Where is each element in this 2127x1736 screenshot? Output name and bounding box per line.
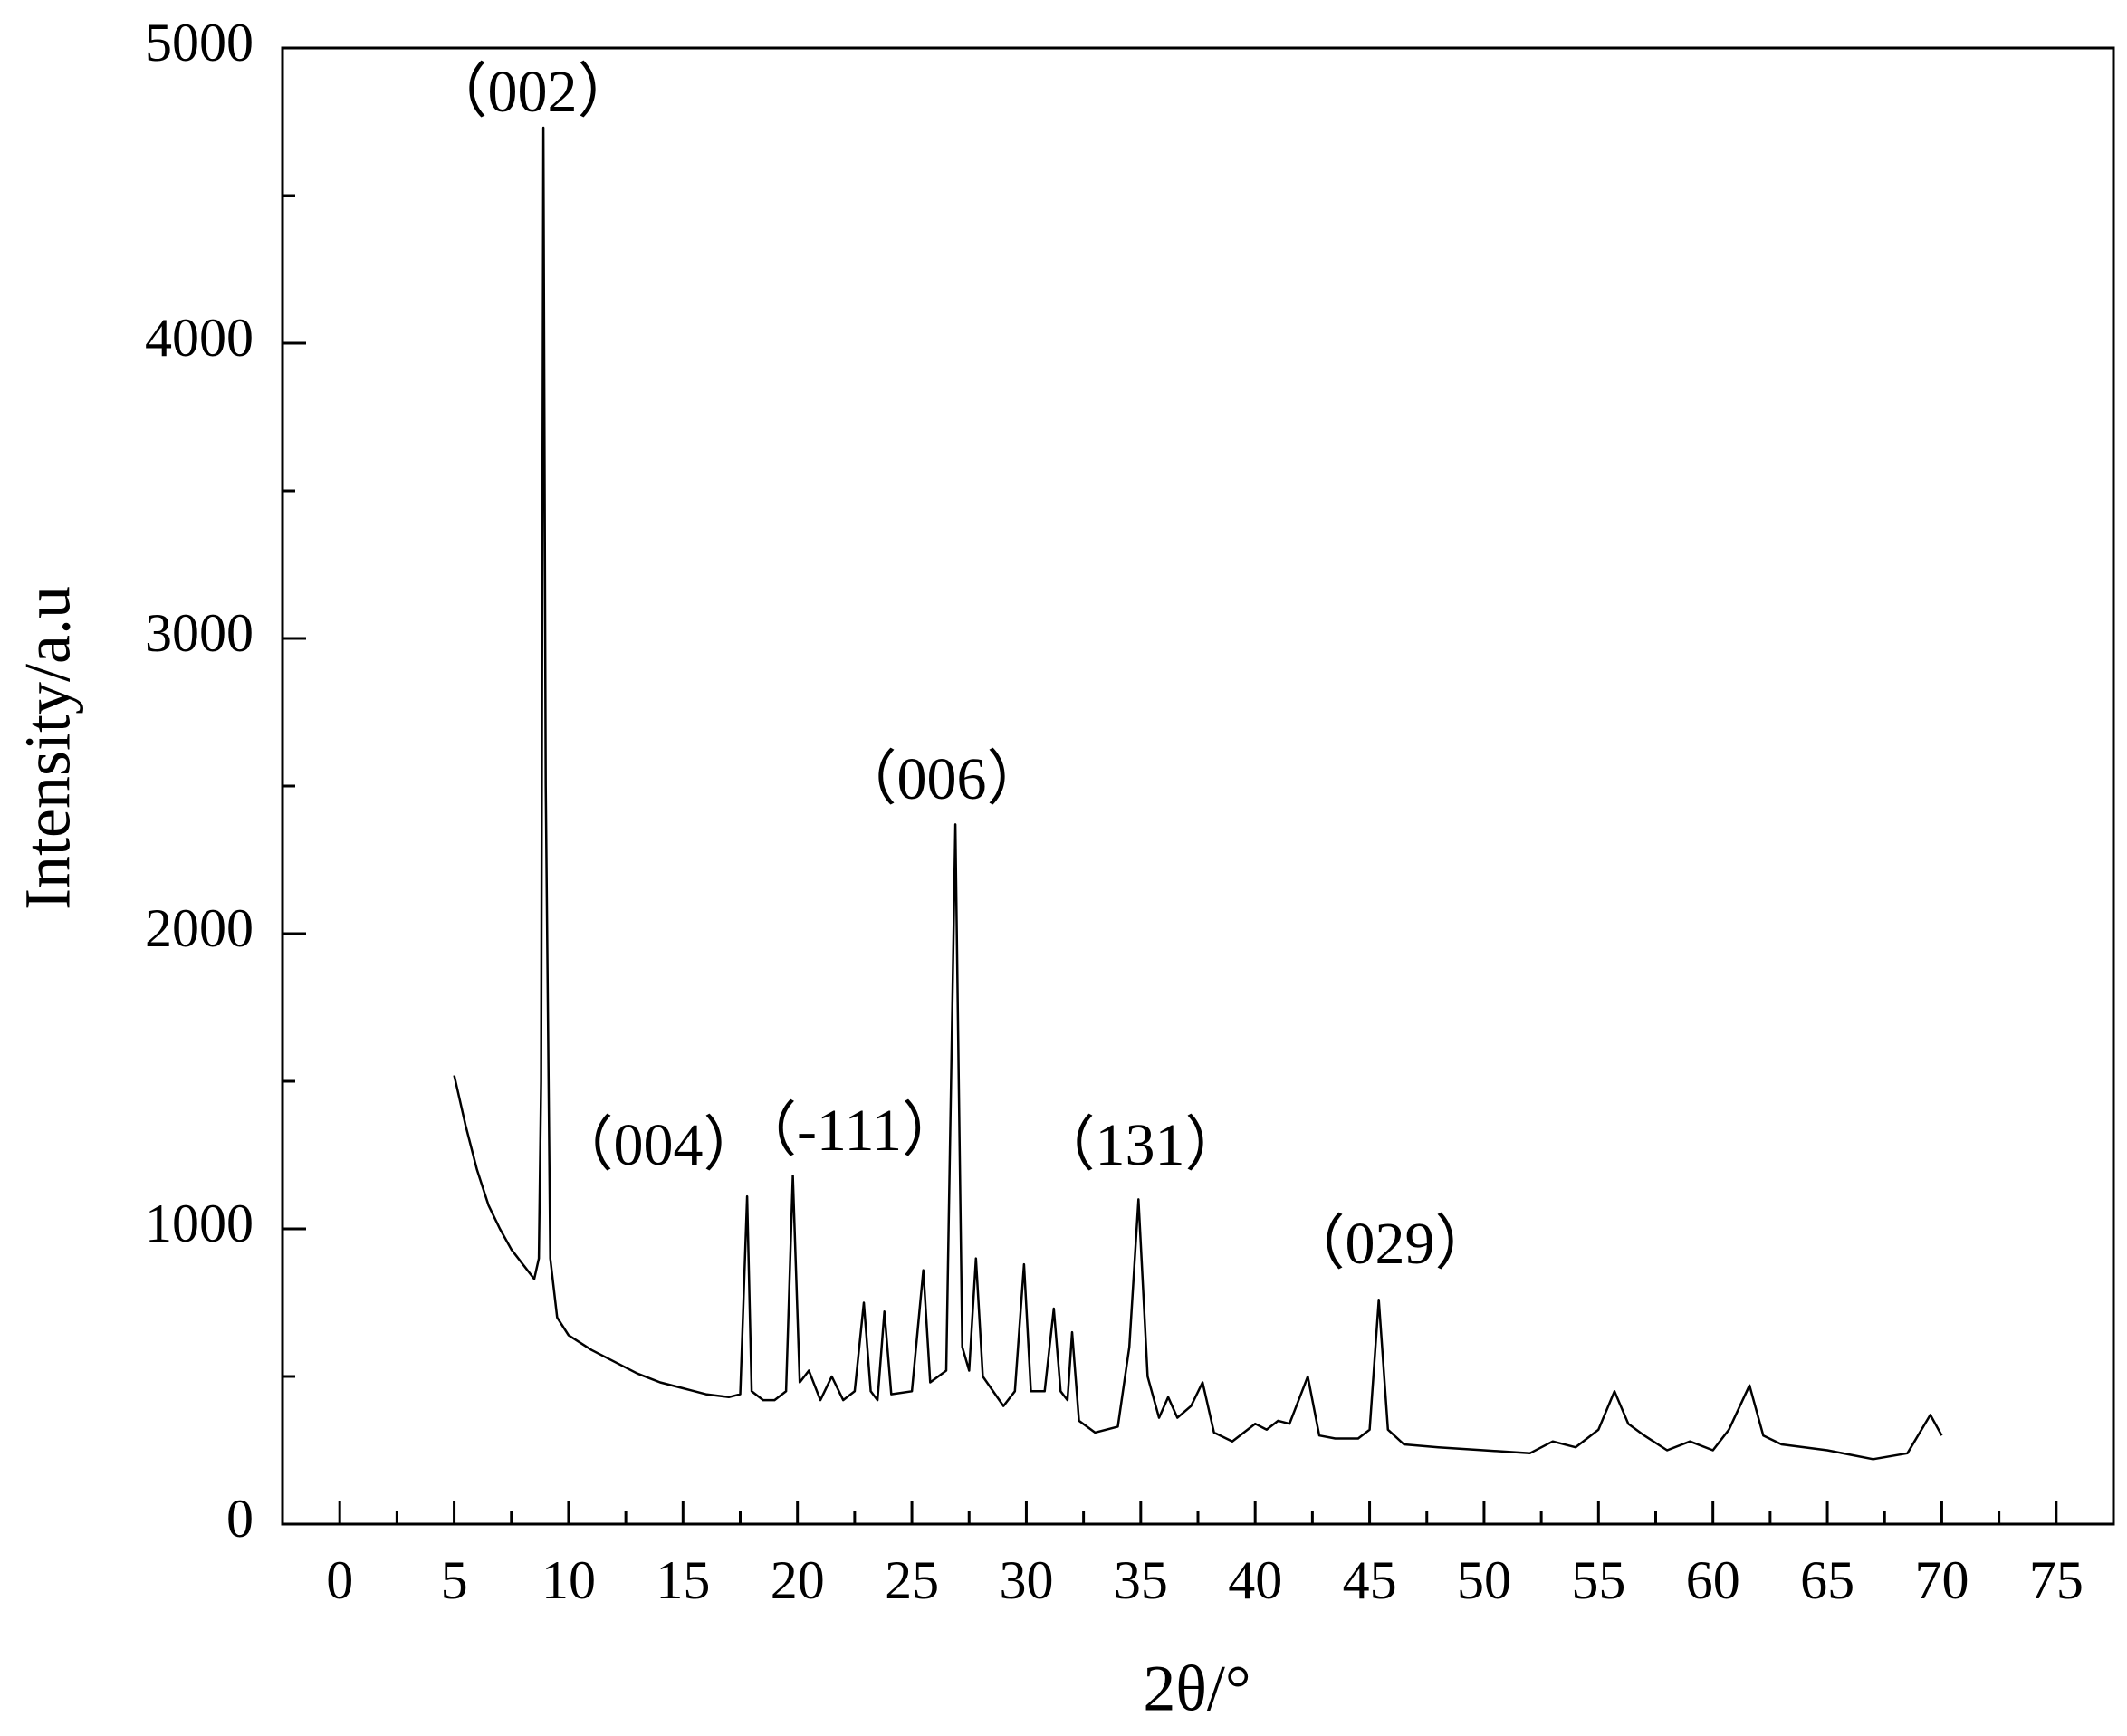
y-tick-label: 4000: [145, 308, 254, 368]
x-tick-label: 20: [771, 1550, 825, 1610]
x-tick-label: 60: [1686, 1550, 1740, 1610]
y-tick-label: 0: [226, 1489, 254, 1549]
x-tick-label: 40: [1228, 1550, 1282, 1610]
y-tick-label: 1000: [145, 1194, 254, 1253]
x-tick-label: 55: [1571, 1550, 1625, 1610]
x-tick-label: 50: [1457, 1550, 1511, 1610]
x-tick-label: 70: [1914, 1550, 1969, 1610]
y-tick-label: 2000: [145, 898, 254, 958]
peak-label: （-111）: [737, 1098, 962, 1164]
x-tick-label: 5: [441, 1550, 468, 1610]
peak-label: （004）: [554, 1112, 763, 1178]
y-tick-label: 3000: [145, 603, 254, 663]
x-tick-label: 45: [1343, 1550, 1397, 1610]
x-tick-label: 0: [326, 1550, 353, 1610]
peak-label: （002）: [428, 59, 637, 125]
peak-label: （006）: [838, 746, 1047, 812]
x-tick-label: 15: [656, 1550, 710, 1610]
y-axis-title: Intensity/a.u: [12, 586, 84, 910]
peak-label: （131）: [1036, 1112, 1245, 1178]
plot-frame: [281, 46, 2115, 1526]
x-tick-label: 75: [2029, 1550, 2084, 1610]
peak-label: （029）: [1286, 1211, 1495, 1277]
x-tick-label: 25: [885, 1550, 939, 1610]
y-tick-label: 5000: [145, 13, 254, 72]
data-line: [453, 126, 1943, 1461]
x-tick-label: 35: [1114, 1550, 1168, 1610]
x-tick-label: 10: [541, 1550, 596, 1610]
x-tick-label: 30: [999, 1550, 1053, 1610]
x-axis-title: 2θ/°: [1143, 1653, 1250, 1725]
x-tick-label: 65: [1800, 1550, 1854, 1610]
